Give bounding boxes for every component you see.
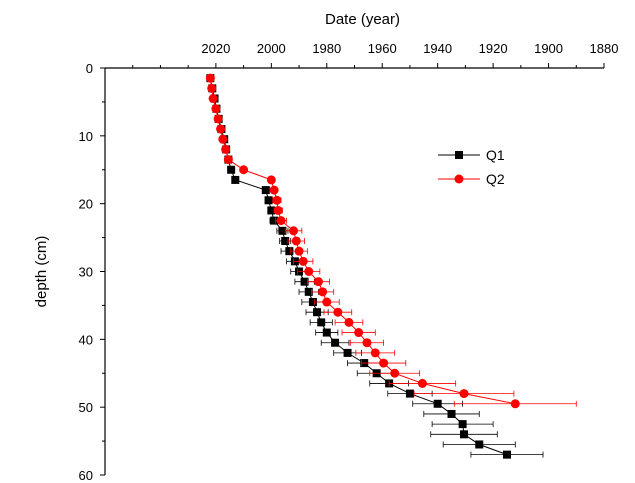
data-point-q2 bbox=[313, 277, 323, 287]
x-tick-label: 1880 bbox=[590, 41, 619, 56]
data-point-q2 bbox=[273, 205, 283, 215]
x-tick-label: 2000 bbox=[257, 41, 286, 56]
data-point-q2 bbox=[276, 216, 286, 226]
data-point-q2 bbox=[211, 104, 221, 114]
plot-series bbox=[205, 73, 577, 459]
data-point-q2 bbox=[459, 389, 469, 399]
data-point-q2 bbox=[318, 287, 328, 297]
legend-label-q1: Q1 bbox=[486, 147, 505, 163]
data-point-q1 bbox=[231, 175, 240, 184]
data-point-q2 bbox=[390, 368, 400, 378]
data-point-q1 bbox=[264, 196, 273, 205]
data-point-q2 bbox=[207, 83, 217, 93]
axes: Date (year) depth (cm) 2020 2000 1980 1960 1… bbox=[33, 11, 618, 483]
data-point-q2 bbox=[379, 358, 389, 368]
data-point-q2 bbox=[304, 267, 314, 276]
data-point-q1 bbox=[343, 348, 352, 357]
data-point-q1 bbox=[475, 440, 484, 449]
x-tick-label: 1980 bbox=[312, 41, 341, 56]
legend-marker-q2 bbox=[454, 174, 464, 184]
series-q1 bbox=[206, 74, 544, 459]
data-point-q1 bbox=[322, 328, 331, 337]
data-point-q2 bbox=[239, 165, 249, 175]
data-point-q2 bbox=[266, 175, 276, 185]
data-point-q1 bbox=[331, 338, 340, 347]
data-point-q1 bbox=[281, 236, 290, 245]
data-point-q2 bbox=[333, 307, 343, 317]
y-axis-ticks: 0 10 20 30 40 50 60 bbox=[79, 61, 105, 483]
data-point-q1 bbox=[278, 226, 287, 235]
data-point-q1 bbox=[308, 298, 317, 307]
data-point-q2 bbox=[354, 328, 364, 338]
data-point-q2 bbox=[510, 399, 520, 409]
data-point-q1 bbox=[270, 216, 279, 225]
legend: Q1 Q2 bbox=[438, 147, 505, 187]
data-point-q1 bbox=[405, 389, 414, 398]
legend-label-q2: Q2 bbox=[486, 171, 505, 187]
series-line-q2 bbox=[209, 78, 516, 405]
data-point-q2 bbox=[218, 134, 228, 144]
legend-marker-q1 bbox=[455, 151, 463, 159]
x-tick-label: 1960 bbox=[368, 41, 397, 56]
series-q2 bbox=[205, 73, 577, 409]
data-point-q1 bbox=[458, 420, 467, 429]
y-axis-title: depth (cm) bbox=[33, 236, 50, 308]
x-tick-label: 1900 bbox=[534, 41, 563, 56]
x-tick-label: 2020 bbox=[201, 41, 230, 56]
data-point-q1 bbox=[313, 308, 322, 317]
y-tick-label: 20 bbox=[79, 197, 93, 212]
data-point-q2 bbox=[298, 256, 308, 266]
data-point-q2 bbox=[208, 94, 218, 104]
y-tick-label: 60 bbox=[79, 468, 93, 483]
x-axis-title: Date (year) bbox=[325, 11, 400, 28]
data-point-q1 bbox=[460, 430, 469, 439]
data-point-q1 bbox=[447, 409, 456, 418]
data-point-q2 bbox=[417, 378, 427, 388]
data-point-q2 bbox=[269, 185, 279, 195]
data-point-q1 bbox=[267, 206, 276, 215]
data-point-q2 bbox=[223, 155, 233, 165]
data-point-q2 bbox=[322, 297, 332, 307]
y-tick-label: 40 bbox=[79, 332, 93, 347]
data-point-q1 bbox=[317, 318, 326, 327]
data-point-q1 bbox=[304, 287, 313, 296]
data-point-q2 bbox=[221, 144, 231, 154]
data-point-q2 bbox=[205, 73, 215, 83]
y-tick-label: 30 bbox=[79, 265, 93, 280]
data-point-q2 bbox=[362, 338, 372, 348]
data-point-q2 bbox=[272, 195, 282, 205]
data-point-q1 bbox=[433, 399, 442, 408]
y-tick-label: 50 bbox=[79, 400, 93, 415]
data-point-q1 bbox=[227, 165, 236, 174]
x-axis-ticks: 2020 2000 1980 1960 1940 1920 1900 1880 bbox=[132, 41, 619, 68]
data-point-q1 bbox=[502, 450, 511, 459]
data-point-q1 bbox=[300, 277, 309, 286]
data-point-q1 bbox=[285, 247, 294, 256]
data-point-q2 bbox=[216, 124, 226, 134]
data-point-q2 bbox=[213, 114, 223, 124]
data-point-q2 bbox=[289, 226, 299, 236]
data-point-q2 bbox=[370, 348, 380, 358]
x-tick-label: 1940 bbox=[423, 41, 452, 56]
y-tick-label: 0 bbox=[86, 61, 93, 76]
y-tick-label: 10 bbox=[79, 129, 93, 144]
data-point-q2 bbox=[344, 317, 354, 327]
x-tick-label: 1920 bbox=[479, 41, 508, 56]
series-line-q1 bbox=[209, 78, 508, 456]
data-point-q2 bbox=[294, 246, 304, 256]
data-point-q2 bbox=[291, 236, 301, 246]
data-point-q1 bbox=[261, 186, 270, 195]
